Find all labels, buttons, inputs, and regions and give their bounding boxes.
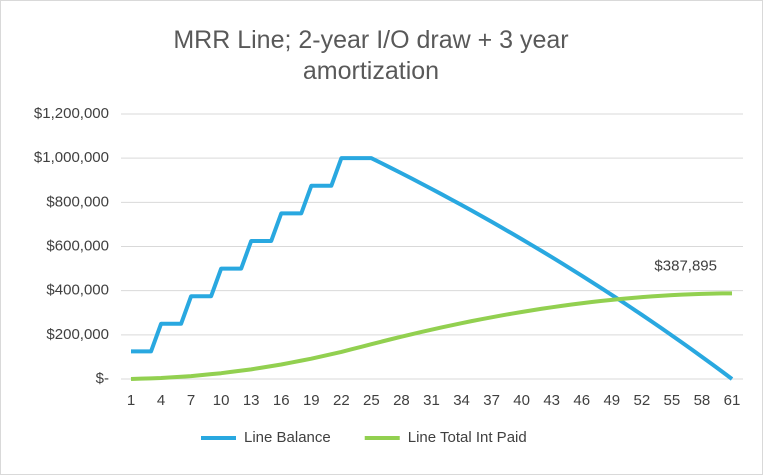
x-tick-label: 55 xyxy=(664,392,681,409)
y-tick-label: $1,000,000 xyxy=(34,149,109,166)
x-tick-label: 58 xyxy=(694,392,711,409)
x-tick-label: 43 xyxy=(543,392,560,409)
x-tick-label: 49 xyxy=(603,392,620,409)
x-tick-label: 1 xyxy=(127,392,135,409)
x-tick-label: 31 xyxy=(423,392,440,409)
y-tick-label: $600,000 xyxy=(46,237,109,254)
x-tick-label: 13 xyxy=(243,392,260,409)
y-tick-label: $400,000 xyxy=(46,282,109,299)
x-tick-label: 10 xyxy=(213,392,230,409)
x-tick-label: 28 xyxy=(393,392,410,409)
legend-label: Line Balance xyxy=(244,429,331,446)
x-tick-label: 7 xyxy=(187,392,195,409)
x-tick-label: 40 xyxy=(513,392,530,409)
data-label: $387,895 xyxy=(654,257,717,274)
x-tick-label: 61 xyxy=(724,392,741,409)
x-tick-label: 37 xyxy=(483,392,500,409)
y-tick-label: $200,000 xyxy=(46,326,109,343)
legend-label: Line Total Int Paid xyxy=(408,429,527,446)
chart-title: MRR Line; 2-year I/O draw + 3 year amort… xyxy=(173,26,569,85)
x-tick-label: 52 xyxy=(634,392,651,409)
y-tick-label: $1,200,000 xyxy=(34,105,109,122)
y-tick-label: $- xyxy=(96,370,109,387)
series-line xyxy=(131,156,734,381)
series-line xyxy=(130,291,733,381)
x-tick-label: 19 xyxy=(303,392,320,409)
x-tick-label: 34 xyxy=(453,392,470,409)
x-tick-label: 46 xyxy=(573,392,590,409)
x-tick-label: 16 xyxy=(273,392,290,409)
y-tick-label: $800,000 xyxy=(46,193,109,210)
x-tick-label: 25 xyxy=(363,392,380,409)
x-tick-label: 4 xyxy=(157,392,165,409)
x-tick-label: 22 xyxy=(333,392,350,409)
